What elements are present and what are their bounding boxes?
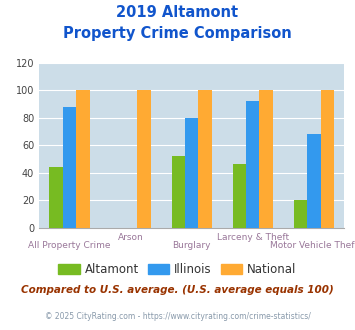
Bar xyxy=(198,90,212,228)
Bar xyxy=(260,90,273,228)
Text: Larceny & Theft: Larceny & Theft xyxy=(217,233,289,242)
Text: Motor Vehicle Theft: Motor Vehicle Theft xyxy=(270,241,355,250)
Text: © 2025 CityRating.com - https://www.cityrating.com/crime-statistics/: © 2025 CityRating.com - https://www.city… xyxy=(45,312,310,321)
Legend: Altamont, Illinois, National: Altamont, Illinois, National xyxy=(54,258,301,281)
Text: All Property Crime: All Property Crime xyxy=(28,241,111,250)
Text: Burglary: Burglary xyxy=(173,241,211,250)
Bar xyxy=(63,107,76,228)
Bar xyxy=(294,200,307,228)
Bar xyxy=(307,134,321,228)
Bar xyxy=(246,101,260,228)
Text: Property Crime Comparison: Property Crime Comparison xyxy=(63,26,292,41)
Bar xyxy=(76,90,90,228)
Bar xyxy=(49,167,63,228)
Text: Arson: Arson xyxy=(118,233,143,242)
Bar xyxy=(185,118,198,228)
Text: Compared to U.S. average. (U.S. average equals 100): Compared to U.S. average. (U.S. average … xyxy=(21,285,334,295)
Bar xyxy=(171,156,185,228)
Bar xyxy=(321,90,334,228)
Bar xyxy=(233,164,246,228)
Bar xyxy=(137,90,151,228)
Text: 2019 Altamont: 2019 Altamont xyxy=(116,5,239,20)
